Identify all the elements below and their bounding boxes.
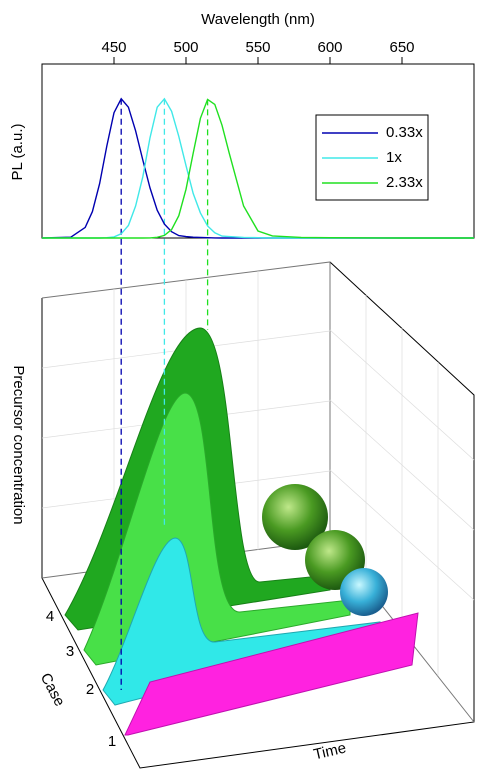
y-axis-title: PL (a.u.) <box>9 124 26 181</box>
figure: Wavelength (nm) PL (a.u.) Precursor conc… <box>0 0 488 777</box>
y-axis-title: Precursor concentration <box>10 365 27 524</box>
x-tick-label: 550 <box>245 39 270 56</box>
x-tick-label: 650 <box>389 39 414 56</box>
case-label: 1 <box>108 733 116 750</box>
legend-label: 1x <box>386 149 402 166</box>
case-label: 4 <box>46 608 54 625</box>
legend-label: 0.33x <box>386 124 423 141</box>
nanocrystal <box>340 568 388 616</box>
x-tick-label: 450 <box>101 39 126 56</box>
x-axis-title: Wavelength (nm) <box>201 11 315 28</box>
case-label: 2 <box>86 681 94 698</box>
x-tick-label: 500 <box>173 39 198 56</box>
x-tick-label: 600 <box>317 39 342 56</box>
case-label: 3 <box>66 643 74 660</box>
legend-label: 2.33x <box>386 174 423 191</box>
z-axis-title: Case <box>37 670 68 709</box>
